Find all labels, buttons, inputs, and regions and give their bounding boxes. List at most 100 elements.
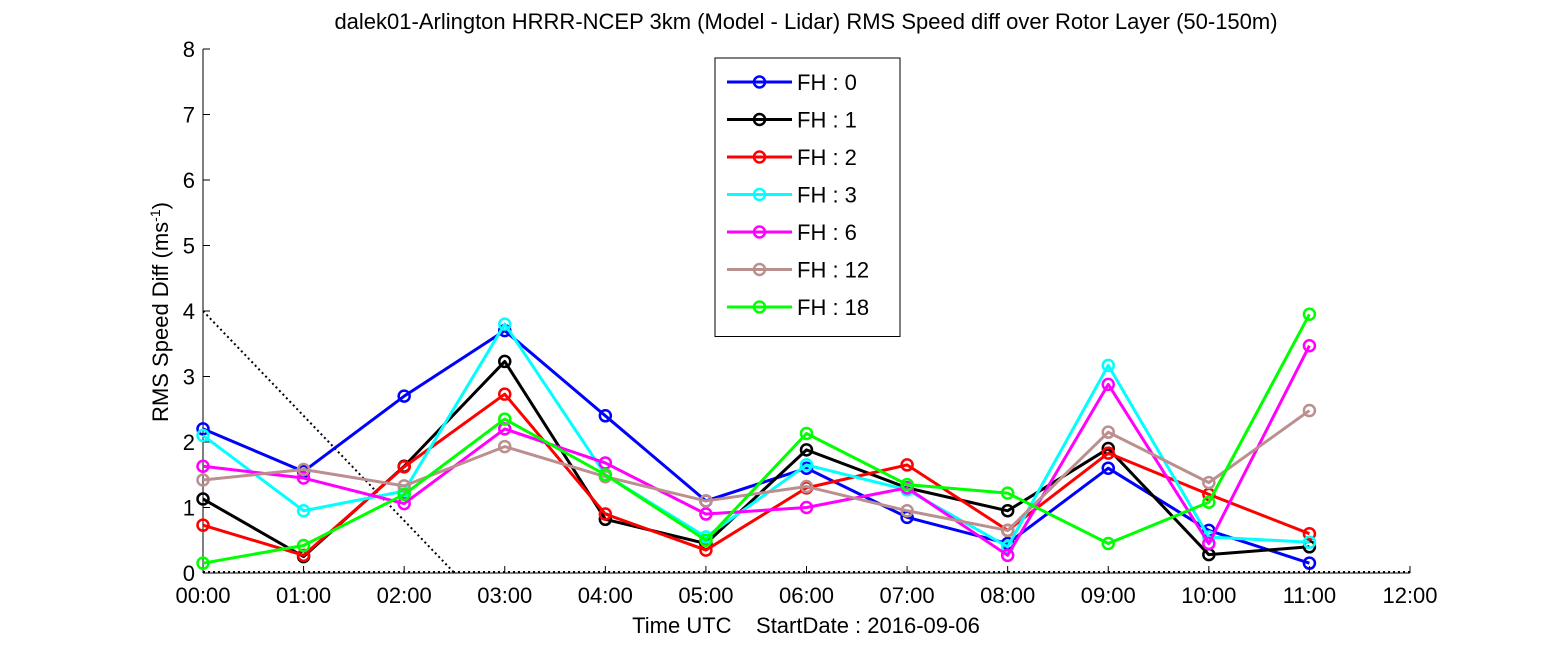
data-point (799, 443, 814, 457)
data-point (1000, 548, 1015, 563)
legend-swatch-marker (752, 187, 767, 202)
data-point (598, 468, 613, 482)
x-tick-label: 11:00 (1283, 583, 1336, 608)
legend-swatch-marker (752, 75, 767, 89)
annotation-dotted-line (202, 310, 456, 574)
y-tick-label: 4 (183, 299, 195, 324)
data-point (397, 389, 411, 403)
data-point (397, 460, 411, 474)
data-point (397, 487, 411, 502)
x-tick-label: 00:00 (175, 583, 230, 608)
legend-label: FH : 12 (797, 258, 869, 283)
data-point (397, 496, 411, 511)
legend: FH : 0 FH : 1 FH : 2 FH : 3 FH : 6 FH : 12 FH … (714, 57, 901, 337)
legend-box (714, 57, 901, 337)
series-line (202, 345, 1311, 557)
y-axis-label-sup: -1 (147, 209, 163, 222)
legend-label: FH : 18 (797, 295, 869, 320)
data-point (1302, 556, 1317, 570)
data-point (699, 533, 713, 547)
legend-swatch-marker (752, 112, 767, 127)
data-point (799, 479, 814, 494)
legend-label: FH : 1 (797, 108, 857, 133)
series-line (202, 409, 1311, 532)
series-line (202, 322, 1310, 549)
data-point (296, 462, 311, 477)
data-point (1101, 358, 1115, 373)
data-point (296, 538, 311, 553)
data-point (1000, 504, 1015, 518)
x-tick-label: 02:00 (377, 583, 432, 608)
data-point (397, 479, 411, 493)
x-tick-label: 08:00 (980, 583, 1035, 608)
data-point (598, 409, 613, 423)
data-point (1000, 486, 1015, 500)
data-point (1302, 338, 1317, 353)
series-line (202, 313, 1311, 565)
data-point (196, 428, 210, 443)
y-axis-label-main: RMS Speed Diff (ms (148, 222, 173, 422)
y-tick-label: 6 (183, 168, 195, 193)
data-point (296, 471, 311, 485)
data-point (900, 458, 914, 472)
legend-swatch-marker (752, 300, 767, 314)
data-point (196, 473, 210, 487)
legend-label: FH : 2 (797, 145, 857, 170)
data-point (1302, 403, 1317, 418)
data-point (296, 504, 311, 518)
data-point (900, 477, 914, 492)
legend-swatch-marker (752, 150, 767, 164)
data-point (799, 426, 814, 441)
data-point (699, 494, 713, 508)
data-point (196, 459, 210, 473)
x-tick-label: 03:00 (477, 583, 532, 608)
x-tick-label: 12:00 (1382, 583, 1437, 608)
plot-area: 00:00 01:00 02:00 03:00 04:00 05:00 06:00 07:00… (175, 37, 1437, 608)
data-point (799, 458, 814, 472)
y-axis-label-end: ) (148, 202, 173, 209)
legend-label: FH : 6 (797, 220, 857, 245)
data-point (799, 500, 814, 515)
data-point (1101, 377, 1115, 392)
y-tick-label: 3 (183, 365, 195, 390)
data-point (1101, 425, 1115, 439)
series-6 (196, 307, 1317, 570)
x-tick-label: 01:00 (276, 583, 331, 608)
data-point (498, 354, 512, 369)
x-tick-label: 05:00 (678, 583, 733, 608)
data-point (1202, 475, 1216, 490)
y-tick-label: 7 (183, 103, 195, 128)
legend-label: FH : 0 (797, 70, 857, 95)
x-tick-label: 07:00 (880, 583, 935, 608)
data-point (498, 412, 512, 426)
x-axis-label: Time UTC StartDate : 2016-09-06 (632, 613, 980, 638)
data-point (196, 492, 210, 506)
series-line (202, 329, 1310, 565)
data-point (1302, 307, 1317, 322)
data-point (1302, 535, 1317, 549)
x-tick-label: 10:00 (1181, 583, 1236, 608)
data-point (196, 556, 210, 570)
data-point (1101, 446, 1115, 460)
data-point (598, 507, 613, 521)
data-point (1101, 536, 1115, 551)
data-point (196, 422, 210, 436)
data-point (1202, 536, 1216, 551)
legend-swatch-marker (752, 225, 767, 239)
x-tick-label: 06:00 (779, 583, 834, 608)
data-point (1000, 523, 1015, 538)
data-point (699, 507, 713, 521)
x-tick-label: 09:00 (1081, 583, 1136, 608)
y-tick-label: 2 (183, 430, 195, 455)
y-tick-label: 8 (183, 37, 195, 62)
x-tick-label: 04:00 (578, 583, 633, 608)
y-axis-label: RMS Speed Diff (ms-1) (147, 202, 173, 422)
data-point (196, 518, 210, 532)
data-point (498, 439, 512, 454)
legend-label: FH : 3 (797, 183, 857, 208)
chart-title: dalek01-Arlington HRRR-NCEP 3km (Model -… (334, 9, 1277, 34)
y-tick-label: 0 (183, 561, 195, 586)
series-4 (196, 338, 1317, 563)
series-5 (196, 403, 1317, 538)
